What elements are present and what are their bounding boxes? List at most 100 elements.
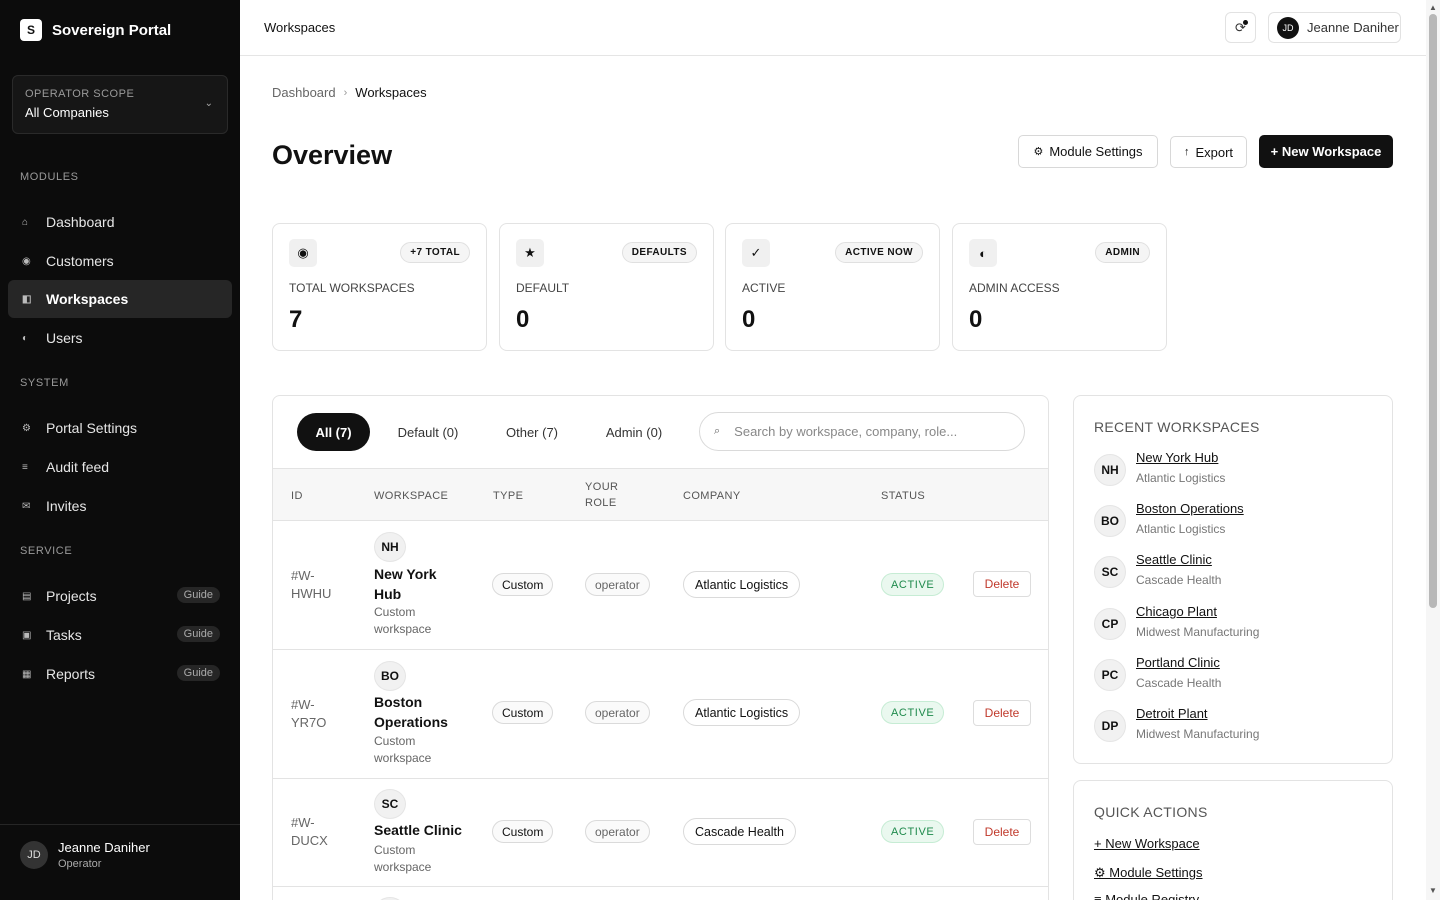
sidebar-item-tasks[interactable]: ▣ Tasks Guide — [8, 616, 232, 654]
delete-button[interactable]: Delete — [973, 819, 1031, 845]
quick-action-module-registry[interactable]: ≡ Module Registry — [1094, 892, 1200, 900]
workspace-id: #W- HWHU — [291, 567, 351, 603]
recent-workspace-item[interactable]: DP Detroit Plant Midwest Manufacturing — [1094, 706, 1374, 750]
scroll-up-icon[interactable]: ▲ — [1429, 3, 1437, 12]
sidebar-item-dashboard[interactable]: ⌂ Dashboard — [8, 203, 232, 241]
delete-button[interactable]: Delete — [973, 700, 1031, 726]
workspace-id-part: DUCX — [291, 833, 328, 848]
sidebar-item-invites[interactable]: ✉ Invites — [8, 487, 232, 525]
module-settings-button[interactable]: ⚙ Module Settings — [1018, 135, 1158, 168]
sidebar-item-workspaces[interactable]: ◧ Workspaces — [8, 280, 232, 318]
avatar: NH — [1094, 454, 1126, 486]
scope-label: OPERATOR SCOPE — [25, 88, 135, 100]
button-label: Module Settings — [1049, 144, 1143, 159]
search-field[interactable]: ⌕ — [699, 412, 1025, 451]
quick-action-new-workspace[interactable]: + New Workspace — [1094, 836, 1200, 851]
recent-workspace-company: Cascade Health — [1136, 573, 1222, 587]
quick-action-module-settings[interactable]: ⚙ Module Settings — [1094, 865, 1203, 880]
recent-workspace-link[interactable]: Chicago Plant — [1136, 604, 1217, 619]
avatar: SC — [374, 789, 406, 819]
scroll-down-icon[interactable]: ▼ — [1429, 886, 1437, 895]
sidebar-item-users[interactable]: ◐ Users — [8, 319, 232, 357]
sidebar-item-reports[interactable]: ▦ Reports Guide — [8, 655, 232, 693]
type-badge: Custom — [492, 701, 554, 724]
list-icon: ≡ — [22, 461, 28, 473]
recent-workspace-item[interactable]: NH New York Hub Atlantic Logistics — [1094, 450, 1374, 494]
stat-card-admin: ◐ ADMIN ADMIN ACCESS 0 — [952, 223, 1167, 351]
tab-admin[interactable]: Admin (0) — [605, 424, 663, 440]
recent-workspace-item[interactable]: CP Chicago Plant Midwest Manufacturing — [1094, 604, 1374, 648]
users-icon: ◐ — [22, 332, 29, 344]
workspace-id-part: YR7O — [291, 715, 327, 730]
stat-value: 0 — [742, 306, 756, 333]
recent-workspaces-panel: RECENT WORKSPACES NH New York Hub Atlant… — [1073, 395, 1393, 764]
recent-workspace-link[interactable]: New York Hub — [1136, 450, 1219, 465]
workspace-name[interactable]: Seattle Clinic — [374, 822, 462, 838]
table-row[interactable]: #W- DUCX SC Seattle Clinic Custom worksp… — [273, 779, 1048, 887]
delete-button[interactable]: Delete — [973, 571, 1031, 597]
recent-workspace-link[interactable]: Seattle Clinic — [1136, 552, 1212, 567]
stat-value: 0 — [969, 306, 983, 333]
workspace-name[interactable]: Boston Operations — [374, 694, 448, 730]
sidebar-item-label: Portal Settings — [46, 420, 138, 436]
new-workspace-button[interactable]: + New Workspace — [1259, 135, 1393, 168]
recent-workspace-link[interactable]: Portland Clinic — [1136, 655, 1220, 670]
recent-workspace-link[interactable]: Detroit Plant — [1136, 706, 1208, 721]
table-row[interactable]: #W- HWHU NH New York Hub Custom workspac… — [273, 521, 1048, 650]
role-badge: operator — [585, 701, 650, 724]
sidebar-item-customers[interactable]: ◉ Customers — [8, 242, 232, 280]
tab-default[interactable]: Default (0) — [397, 424, 459, 440]
column-header-company: COMPANY — [683, 490, 741, 502]
recent-workspace-link[interactable]: Boston Operations — [1136, 501, 1244, 516]
status-badge: ACTIVE — [881, 573, 945, 596]
table-row[interactable] — [273, 887, 1048, 900]
avatar: JD — [1277, 16, 1299, 39]
user-menu[interactable]: JD Jeanne Daniher — [1268, 12, 1401, 43]
sidebar-item-label: Customers — [46, 253, 114, 269]
search-icon: ⌕ — [714, 425, 721, 437]
sidebar-user[interactable]: JD Jeanne Daniher Operator — [0, 824, 240, 900]
chevron-right-icon: › — [343, 86, 348, 99]
brand-logo: S — [20, 19, 42, 41]
tab-all[interactable]: All (7) — [297, 413, 370, 451]
column-header-role-line: YOUR — [585, 481, 619, 493]
notifications-button[interactable]: ⟳ — [1225, 12, 1256, 43]
scroll-thumb[interactable] — [1429, 14, 1437, 608]
sidebar-item-label: Audit feed — [46, 459, 110, 475]
tab-other[interactable]: Other (7) — [505, 424, 558, 440]
workspace-description: Custom workspace — [374, 605, 432, 636]
export-button[interactable]: ↑ Export — [1170, 136, 1247, 168]
projects-icon: ▤ — [22, 590, 32, 602]
stat-card-default: ★ DEFAULTS DEFAULT 0 — [499, 223, 714, 351]
page-title: Overview — [272, 140, 393, 170]
avatar: DP — [1094, 710, 1126, 742]
breadcrumb-dashboard[interactable]: Dashboard — [272, 85, 336, 100]
recent-workspace-item[interactable]: SC Seattle Clinic Cascade Health — [1094, 552, 1374, 596]
avatar: CP — [1094, 608, 1126, 640]
sidebar-item-audit-feed[interactable]: ≡ Audit feed — [8, 448, 232, 486]
sidebar-item-projects[interactable]: ▤ Projects Guide — [8, 577, 232, 615]
recent-workspace-item[interactable]: PC Portland Clinic Cascade Health — [1094, 655, 1374, 699]
scope-value: All Companies — [25, 105, 109, 120]
company-badge: Atlantic Logistics — [683, 699, 801, 726]
operator-scope-select[interactable]: OPERATOR SCOPE All Companies ⌄ — [12, 75, 228, 134]
section-label-system: SYSTEM — [20, 377, 69, 389]
star-icon: ★ — [516, 239, 544, 267]
upload-icon: ↑ — [1183, 146, 1190, 158]
workspace-name[interactable]: New York Hub — [374, 566, 437, 602]
avatar: BO — [374, 661, 406, 691]
search-input[interactable] — [734, 424, 1005, 439]
workspace-id: #W- YR7O — [291, 696, 351, 732]
company-badge: Cascade Health — [683, 818, 796, 845]
column-header-id: ID — [291, 490, 303, 502]
stat-badge: ADMIN — [1095, 242, 1150, 263]
column-header-role: YOUR ROLE — [585, 479, 618, 511]
brand[interactable]: S Sovereign Portal — [20, 19, 171, 41]
quick-actions-panel: QUICK ACTIONS + New Workspace ⚙ Module S… — [1073, 780, 1393, 900]
page-scrollbar[interactable]: ▲ ▼ — [1426, 0, 1440, 900]
table-row[interactable]: #W- YR7O BO Boston Operations Custom wor… — [273, 650, 1048, 779]
recent-workspace-item[interactable]: BO Boston Operations Atlantic Logistics — [1094, 501, 1374, 545]
sidebar-item-portal-settings[interactable]: ⚙ Portal Settings — [8, 409, 232, 447]
user-role: Operator — [58, 858, 102, 870]
workspaces-table-card: All (7) Default (0) Other (7) Admin (0) … — [272, 395, 1049, 900]
